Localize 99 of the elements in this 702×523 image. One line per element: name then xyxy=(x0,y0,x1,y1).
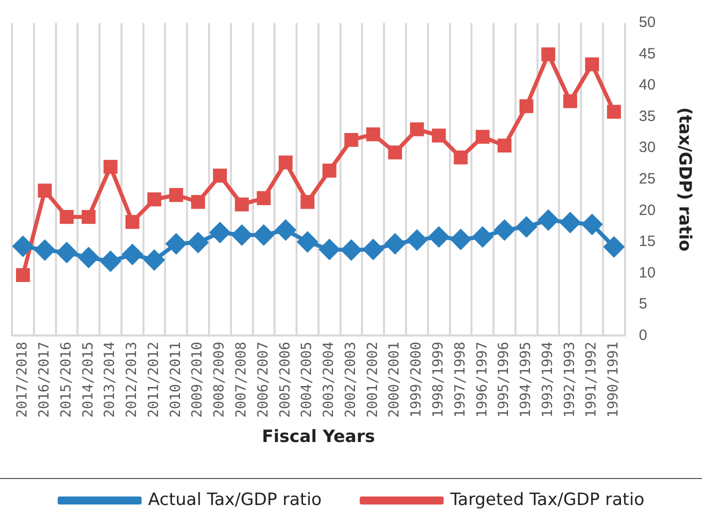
point xyxy=(388,146,402,160)
point xyxy=(604,236,624,257)
x-tick-label: 2006/2007 xyxy=(255,342,272,418)
point xyxy=(519,99,534,114)
x-tick-label: 1996/1997 xyxy=(474,342,490,418)
point xyxy=(56,242,77,263)
x-tick-label: 2000/2001 xyxy=(386,342,403,418)
legend-label: Actual Tax/GDP ratio xyxy=(148,490,322,510)
x-tick-label: 2011/2012 xyxy=(146,342,162,418)
point xyxy=(34,240,55,260)
x-tick-label: 1993/1994 xyxy=(540,342,556,418)
y-tick-label: 10 xyxy=(638,264,656,282)
x-tick-label: 2004/2005 xyxy=(299,342,316,418)
y-tick-label: 45 xyxy=(638,45,656,62)
point xyxy=(188,232,208,253)
point xyxy=(410,122,424,136)
point xyxy=(166,234,186,254)
point xyxy=(38,184,52,198)
point xyxy=(585,57,600,72)
point xyxy=(498,138,512,153)
point xyxy=(254,225,274,246)
x-tick-label: 2013/2014 xyxy=(102,342,118,418)
point xyxy=(191,194,206,209)
point xyxy=(607,104,621,119)
x-tick-label: 2009/2010 xyxy=(190,342,206,418)
point xyxy=(147,192,162,206)
point xyxy=(234,197,249,212)
point xyxy=(122,244,142,264)
y-axis-title: (tax/GDP) ratio xyxy=(674,107,694,252)
point xyxy=(12,236,33,256)
point xyxy=(213,168,227,183)
point xyxy=(450,229,471,250)
point xyxy=(256,191,271,206)
point xyxy=(210,222,230,243)
x-tick-label: 2014/2015 xyxy=(80,342,96,418)
point xyxy=(16,268,30,282)
point xyxy=(298,232,318,252)
point xyxy=(144,250,164,270)
point xyxy=(300,194,314,209)
x-tick-label: 2005/2006 xyxy=(277,342,294,418)
y-tick-label: 25 xyxy=(638,170,656,188)
x-tick-label: 2010/2011 xyxy=(168,342,184,418)
y-tick-label: 15 xyxy=(638,233,656,250)
point xyxy=(100,251,121,272)
point xyxy=(278,156,293,170)
x-tick-label: 2007/2008 xyxy=(233,342,250,418)
point xyxy=(472,226,493,247)
y-tick-label: 35 xyxy=(638,108,656,125)
point xyxy=(322,164,336,178)
point xyxy=(341,240,362,260)
point xyxy=(366,127,380,142)
point xyxy=(169,188,184,202)
x-tick-label: 1991/1992 xyxy=(584,342,600,418)
x-tick-label: 1994/1995 xyxy=(518,342,534,418)
y-tick-label: 50 xyxy=(638,14,656,32)
point xyxy=(563,94,578,108)
point xyxy=(494,220,515,240)
point xyxy=(432,128,446,143)
legend-label: Targeted Tax/GDP ratio xyxy=(449,490,644,510)
x-tick-label: 1990/1991 xyxy=(606,342,622,418)
point xyxy=(319,239,340,260)
x-tick-label: 1999/2000 xyxy=(408,342,425,418)
x-tick-label: 2012/2013 xyxy=(124,342,140,418)
y-tick-label: 40 xyxy=(638,76,656,94)
point xyxy=(476,130,490,144)
point xyxy=(82,210,96,224)
point xyxy=(60,210,74,224)
point xyxy=(363,239,384,260)
x-tick-label: 2008/2009 xyxy=(212,342,228,418)
point xyxy=(454,150,468,164)
x-tick-label: 2017/2018 xyxy=(14,342,31,418)
y-tick-label: 5 xyxy=(638,296,648,313)
point xyxy=(125,214,140,229)
point xyxy=(232,225,252,246)
x-axis-title: Fiscal Years xyxy=(262,427,376,448)
x-tick-label: 1997/1998 xyxy=(452,342,468,418)
x-tick-label: 2016/2017 xyxy=(36,342,52,418)
point xyxy=(516,216,536,237)
point xyxy=(344,133,358,147)
point xyxy=(406,230,427,250)
point xyxy=(385,234,406,254)
point xyxy=(428,226,449,247)
x-tick-label: 1998/1999 xyxy=(430,342,446,418)
x-tick-label: 1995/1996 xyxy=(496,342,512,418)
point xyxy=(582,214,602,234)
x-tick-label: 2002/2003 xyxy=(342,342,359,418)
x-tick-label: 2003/2004 xyxy=(321,342,338,418)
y-tick-label: 30 xyxy=(638,139,656,156)
point xyxy=(538,210,558,230)
point xyxy=(276,220,296,240)
point xyxy=(78,248,99,268)
y-tick-label: 20 xyxy=(638,202,656,219)
point xyxy=(104,160,118,174)
y-tick-label: 0 xyxy=(638,326,648,344)
x-tick-label: 2015/2016 xyxy=(58,342,74,418)
x-tick-label: 2001/2002 xyxy=(364,342,381,418)
point xyxy=(541,47,556,62)
point xyxy=(560,212,580,233)
x-tick-label: 1992/1993 xyxy=(562,342,578,418)
